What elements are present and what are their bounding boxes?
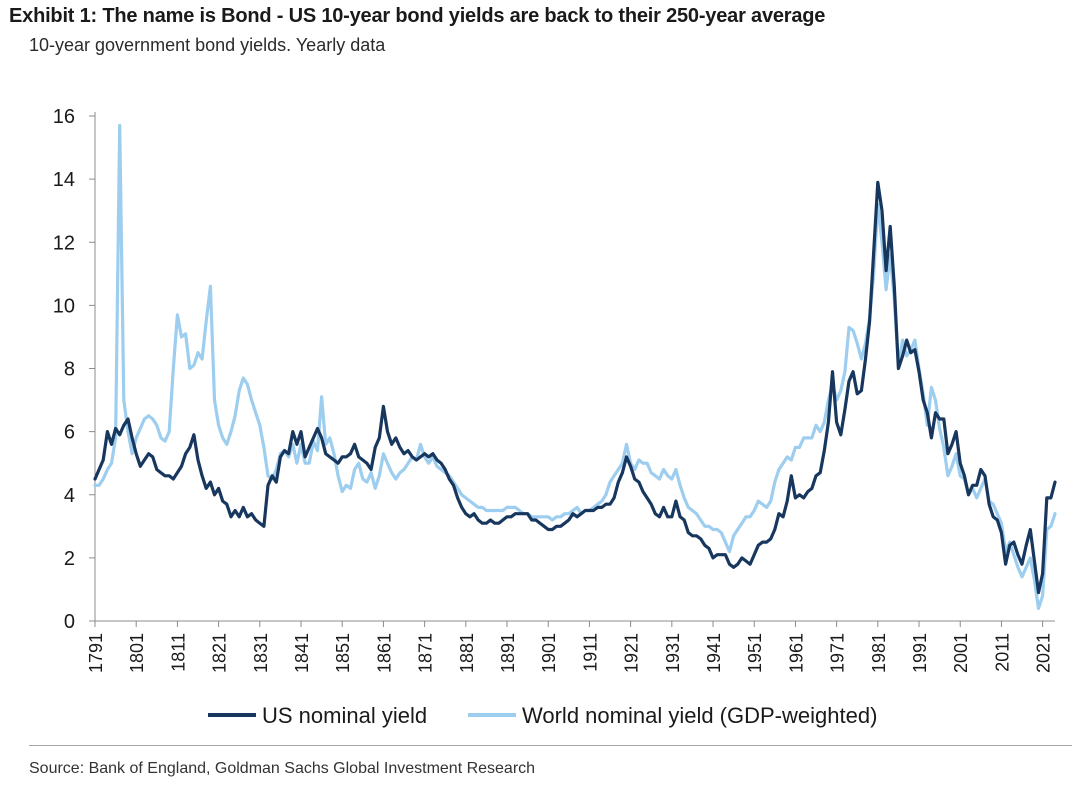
y-tick-label: 2 bbox=[64, 548, 75, 570]
x-tick-label: 1861 bbox=[374, 633, 394, 673]
x-tick-label: 2021 bbox=[1034, 633, 1054, 673]
x-tick-label: 1951 bbox=[745, 633, 765, 673]
x-tick-label: 1791 bbox=[86, 633, 106, 673]
x-tick-label: 1851 bbox=[333, 633, 353, 673]
x-tick-label: 1881 bbox=[457, 633, 477, 673]
x-tick-label: 1801 bbox=[127, 633, 147, 673]
legend-label-us: US nominal yield bbox=[262, 703, 427, 728]
x-tick-label: 2011 bbox=[992, 633, 1012, 672]
y-tick-label: 4 bbox=[64, 485, 75, 507]
y-tick-label: 14 bbox=[53, 169, 75, 191]
x-tick-label: 1871 bbox=[416, 633, 436, 673]
x-tick-label: 1941 bbox=[704, 633, 724, 673]
footer-divider bbox=[29, 745, 1072, 746]
x-tick-label: 1841 bbox=[292, 633, 312, 673]
y-tick-label: 6 bbox=[64, 422, 75, 444]
legend: US nominal yield World nominal yield (GD… bbox=[208, 703, 877, 728]
y-tick-label: 8 bbox=[64, 359, 75, 381]
x-tick-label: 1961 bbox=[786, 633, 806, 673]
x-tick-label: 1971 bbox=[828, 633, 848, 673]
x-tick-label: 1931 bbox=[663, 633, 683, 673]
x-tick-label: 1821 bbox=[210, 633, 230, 673]
series-line-world bbox=[95, 126, 1055, 609]
x-tick-label: 1891 bbox=[498, 633, 518, 673]
x-tick-label: 1811 bbox=[168, 633, 188, 672]
source-note: Source: Bank of England, Goldman Sachs G… bbox=[29, 760, 535, 778]
series-layer bbox=[95, 126, 1055, 609]
y-tick-label: 16 bbox=[53, 106, 75, 128]
x-tick-label: 1981 bbox=[869, 633, 889, 673]
x-tick-label: 2001 bbox=[951, 633, 971, 673]
legend-label-world: World nominal yield (GDP-weighted) bbox=[522, 703, 877, 728]
x-tick-label: 1901 bbox=[539, 633, 559, 673]
y-tick-label: 10 bbox=[53, 295, 75, 317]
x-tick-label: 1911 bbox=[580, 633, 600, 672]
y-tick-label: 0 bbox=[64, 611, 75, 633]
line-chart: 0 2 4 6 8 10 12 14 16 1791 1801 1811 1821 1831 1841 18… bbox=[0, 0, 1089, 745]
x-tick-label: 1831 bbox=[251, 633, 271, 673]
y-axis: 0 2 4 6 8 10 12 14 16 bbox=[53, 106, 95, 633]
y-tick-label: 12 bbox=[53, 232, 75, 254]
x-tick-label: 1991 bbox=[910, 633, 930, 673]
x-axis: 1791 1801 1811 1821 1831 1841 1851 1861 1871 1881… bbox=[86, 621, 1055, 673]
x-tick-label: 1921 bbox=[622, 633, 642, 673]
